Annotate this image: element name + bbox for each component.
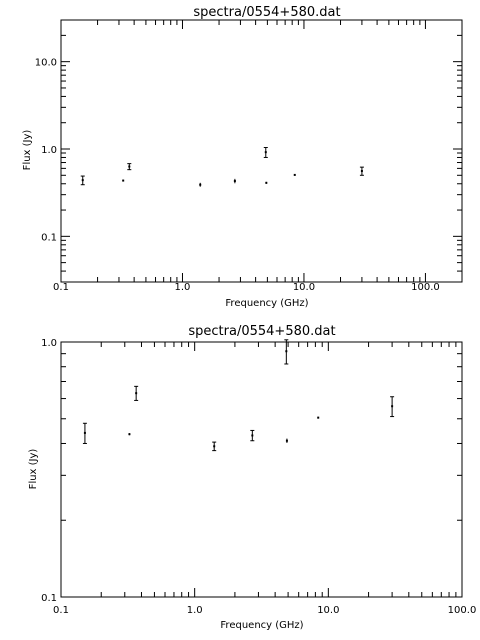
plot-frame	[60, 341, 463, 598]
x-tick-label: 10.0	[317, 605, 339, 616]
plot-axes	[60, 19, 463, 283]
x-tick-label: 0.1	[53, 282, 69, 293]
data-points	[80, 147, 364, 187]
data-point	[199, 182, 202, 187]
plot-axes	[60, 341, 463, 598]
point-marker	[128, 433, 131, 436]
x-tick-label: 0.1	[53, 605, 69, 616]
data-point	[263, 147, 268, 158]
point-marker	[265, 181, 268, 184]
x-tick-label: 1.0	[187, 605, 203, 616]
chart-title: spectra/0554+580.dat	[193, 5, 340, 20]
point-marker	[264, 151, 267, 154]
data-point	[265, 181, 268, 184]
y-tick-label: 10.0	[35, 58, 57, 69]
point-marker	[81, 179, 84, 182]
y-tick-label: 0.1	[41, 593, 57, 604]
chart-panel-top: spectra/0554+580.dat Frequency (GHz) Flu…	[22, 5, 463, 309]
data-point	[317, 416, 320, 419]
chart-title: spectra/0554+580.dat	[188, 324, 335, 339]
point-marker	[285, 350, 288, 353]
data-point	[134, 385, 139, 401]
point-marker	[251, 434, 254, 437]
x-tick-label: 100.0	[411, 282, 440, 293]
data-point	[212, 441, 217, 452]
data-point	[359, 166, 364, 176]
y-axis-ticks: 0.1 1.0 10.0	[35, 19, 462, 283]
plot-frame	[60, 19, 463, 283]
point-marker	[199, 183, 202, 186]
x-tick-label: 1.0	[175, 282, 191, 293]
point-marker	[391, 405, 394, 408]
y-axis-label: Flux (Jy)	[22, 130, 33, 171]
point-marker	[122, 179, 125, 182]
x-axis-label: Frequency (GHz)	[225, 298, 308, 309]
data-point	[80, 175, 85, 186]
point-marker	[285, 439, 288, 442]
data-point	[127, 163, 132, 171]
point-marker	[213, 445, 216, 448]
point-marker	[293, 173, 296, 176]
x-axis-ticks: 0.1 1.0 10.0 100.0	[53, 342, 476, 616]
data-point	[285, 438, 288, 443]
y-tick-label: 1.0	[41, 145, 57, 156]
data-points	[82, 339, 395, 452]
data-point	[128, 433, 131, 436]
y-axis-label: Flux (Jy)	[28, 449, 39, 490]
point-marker	[128, 165, 131, 168]
data-point	[293, 173, 296, 176]
x-tick-label: 10.0	[293, 282, 315, 293]
point-marker	[360, 169, 363, 172]
data-point	[82, 422, 87, 444]
y-axis-ticks: 0.1 1.0	[41, 338, 462, 604]
y-tick-label: 1.0	[41, 338, 57, 349]
point-marker	[233, 180, 236, 183]
x-tick-label: 100.0	[448, 605, 477, 616]
y-tick-label: 0.1	[41, 232, 57, 243]
data-point	[284, 339, 289, 365]
point-marker	[135, 392, 138, 395]
chart-panel-bottom: spectra/0554+580.dat Frequency (GHz) Flu…	[28, 324, 476, 631]
data-point	[122, 179, 125, 182]
x-axis-ticks: 0.1 1.0 10.0 100.0	[53, 20, 463, 293]
data-point	[390, 396, 395, 418]
data-point	[233, 178, 236, 184]
x-axis-label: Frequency (GHz)	[220, 620, 303, 631]
point-marker	[317, 416, 320, 419]
data-point	[250, 429, 255, 442]
point-marker	[83, 431, 86, 434]
